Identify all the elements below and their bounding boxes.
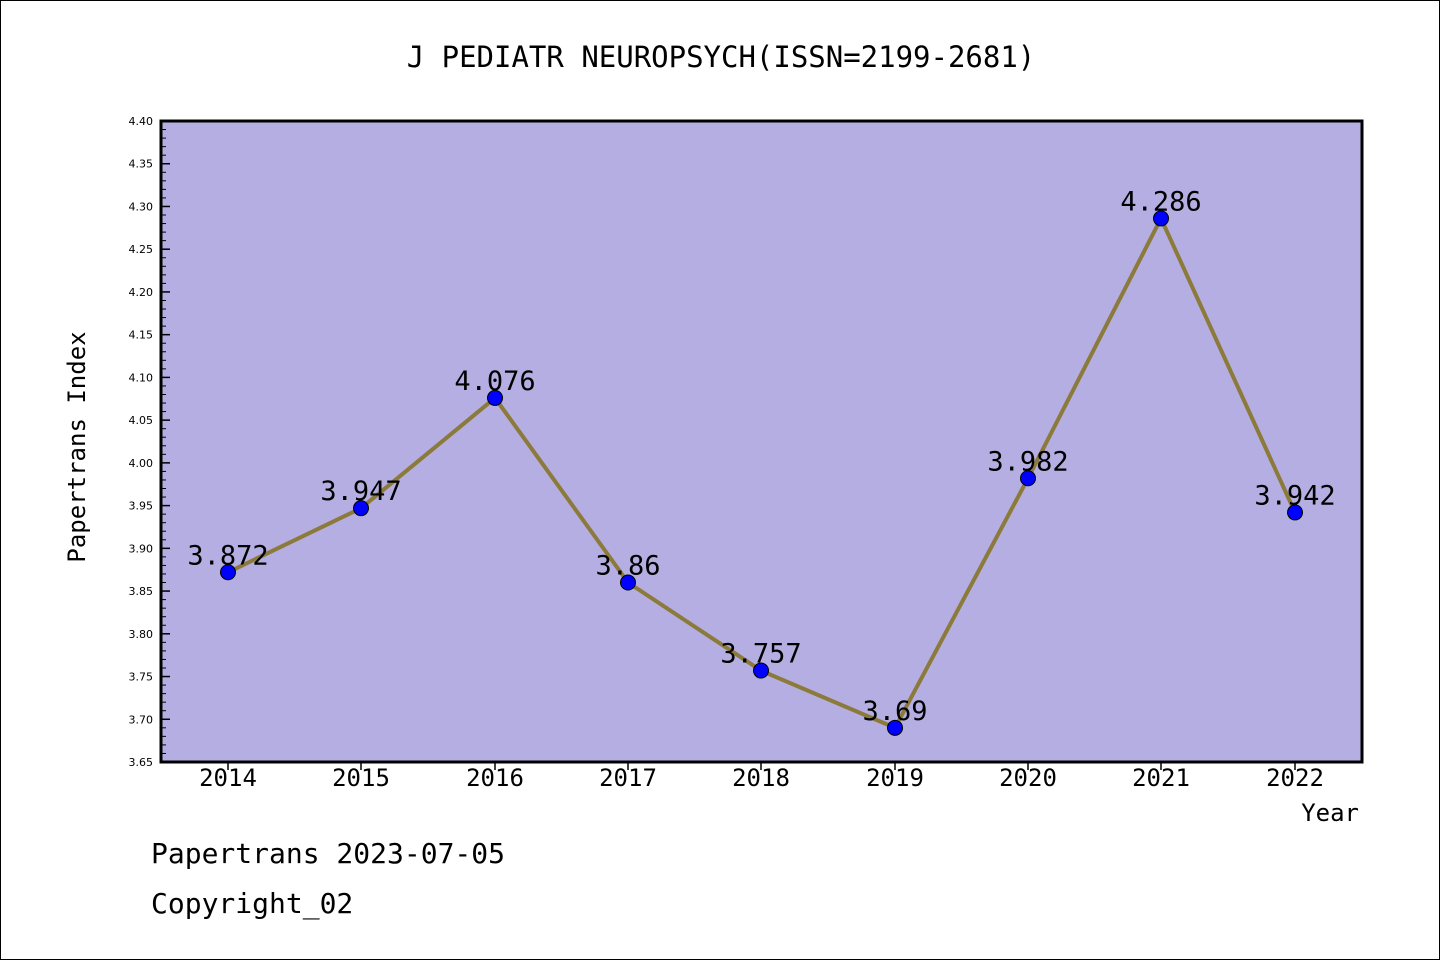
- data-label: 3.872: [187, 540, 268, 571]
- y-tick-label: 3.75: [129, 671, 154, 684]
- x-tick-label: 2015: [332, 764, 390, 792]
- x-tick-label: 2021: [1132, 764, 1190, 792]
- x-tick-label: 2016: [466, 764, 524, 792]
- x-tick-label: 2018: [732, 764, 790, 792]
- data-point: [1287, 504, 1303, 521]
- x-tick-label: 2017: [599, 764, 657, 792]
- y-axis: 3.65 3.70 3.75 3.80 3.85 3.90 3.95 4.00 4.05 4.10…: [129, 115, 170, 769]
- y-tick-label: 4.10: [129, 371, 154, 384]
- data-label: 3.942: [1254, 480, 1335, 511]
- y-tick-label: 4.25: [129, 243, 154, 256]
- data-label: 3.69: [862, 696, 927, 727]
- data-label: 3.947: [320, 476, 401, 507]
- y-tick-label: 4.35: [129, 158, 154, 171]
- chart-title: J PEDIATR NEUROPSYCH(ISSN=2199-2681): [407, 40, 1036, 74]
- data-point: [220, 564, 236, 581]
- x-tick-label: 2020: [999, 764, 1057, 792]
- y-tick-label: 3.80: [129, 628, 154, 641]
- data-points: [220, 210, 1303, 736]
- data-label: 4.076: [454, 366, 535, 397]
- y-tick-label: 3.70: [129, 713, 154, 726]
- data-point: [487, 389, 503, 406]
- footer-copyright: Copyright_02: [151, 887, 354, 920]
- data-point: [1153, 210, 1169, 227]
- y-tick-label: 4.15: [129, 329, 154, 342]
- data-label: 3.982: [987, 446, 1068, 477]
- plot-area: [161, 121, 1362, 762]
- data-label: 3.757: [720, 639, 801, 670]
- data-label: 3.86: [595, 551, 660, 582]
- x-tick-label: 2019: [866, 764, 924, 792]
- data-point: [887, 719, 903, 736]
- y-tick-label: 3.90: [129, 542, 154, 555]
- data-point: [620, 574, 636, 591]
- x-axis: 2014 2015 2016 2017 2018 2019 2020 2021 2022: [199, 762, 1324, 792]
- x-tick-label: 2022: [1266, 764, 1324, 792]
- data-labels: 3.872 3.947 4.076 3.86 3.757 3.69 3.982 4.286 3.…: [187, 186, 1335, 726]
- y-tick-label: 3.85: [129, 585, 154, 598]
- y-tick-label: 4.00: [129, 457, 154, 470]
- plot-border: [159, 119, 1364, 764]
- y-tick-label: 4.30: [129, 200, 154, 213]
- data-point: [753, 662, 769, 679]
- x-axis-label: Year: [1301, 799, 1359, 827]
- y-tick-label: 4.20: [129, 286, 154, 299]
- y-tick-label: 4.05: [129, 414, 154, 427]
- y-tick-label: 3.95: [129, 500, 154, 513]
- y-axis-label: Papertrans Index: [63, 331, 91, 562]
- data-point: [353, 500, 369, 517]
- x-tick-label: 2014: [199, 764, 257, 792]
- data-point: [1020, 470, 1036, 487]
- y-tick-label: 4.40: [129, 115, 154, 128]
- footer-date: Papertrans 2023-07-05: [151, 837, 506, 870]
- data-label: 4.286: [1120, 186, 1201, 217]
- y-tick-label: 3.65: [129, 756, 154, 769]
